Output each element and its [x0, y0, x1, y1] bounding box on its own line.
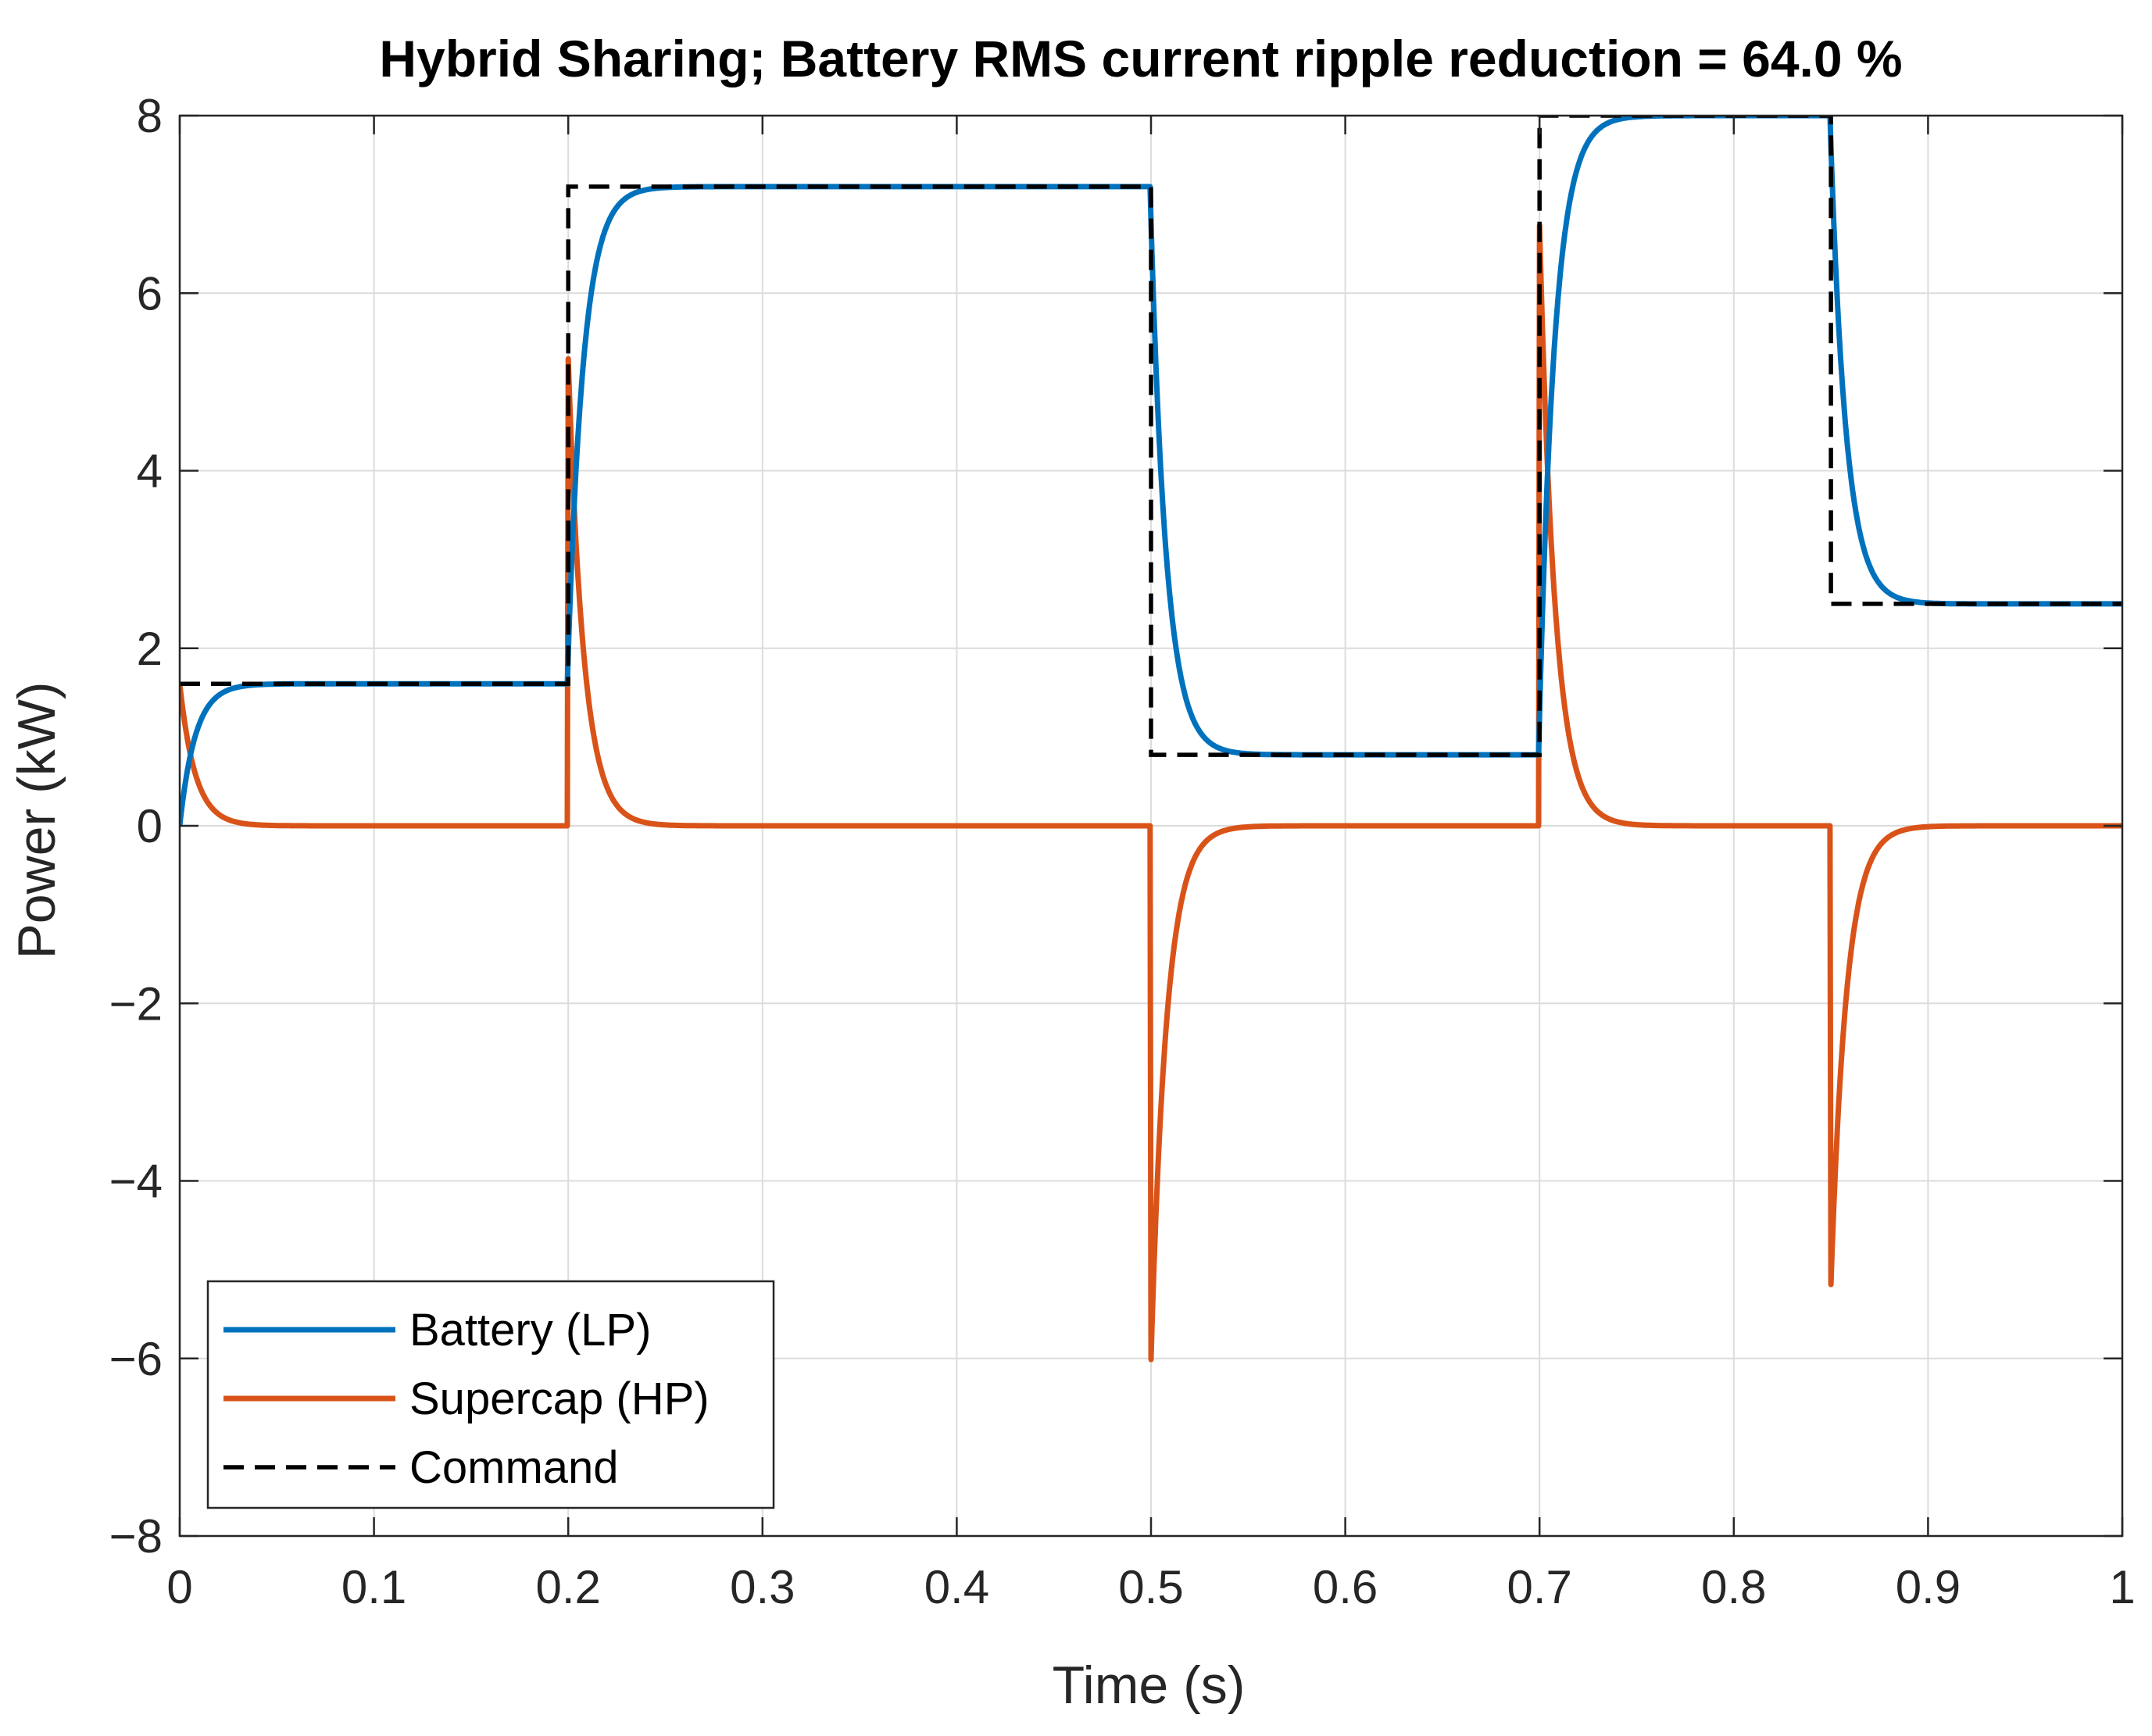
x-tick-label: 0.8 [1701, 1561, 1766, 1613]
chart-title: Hybrid Sharing; Battery RMS current ripp… [379, 30, 1902, 88]
series-line-supercap [180, 223, 2122, 1363]
x-tick-labels: 0 0.1 0.2 0.3 0.4 0.5 0.6 0.7 0.8 0.9 1 [166, 1561, 2135, 1613]
x-tick-label: 0.4 [924, 1561, 989, 1613]
legend-label: Battery (LP) [409, 1305, 651, 1356]
y-tick-label: 6 [137, 267, 163, 320]
series-line-command [180, 116, 2122, 757]
x-tick-label: 0.5 [1118, 1561, 1183, 1613]
legend-label: Supercap (HP) [409, 1373, 710, 1424]
y-tick-label: −8 [109, 1510, 163, 1563]
legend-label: Command [409, 1442, 619, 1493]
y-tick-label: 4 [137, 445, 163, 498]
y-axis-title: Power (kW) [7, 681, 66, 959]
series-lines [180, 116, 2122, 1363]
y-tick-label: 2 [137, 623, 163, 675]
x-axis-title: Time (s) [1053, 1656, 1246, 1715]
y-tick-labels: −8 −6 −4 −2 0 2 4 6 8 [109, 90, 163, 1563]
x-tick-label: 0.9 [1896, 1561, 1961, 1613]
y-tick-label: −6 [109, 1333, 163, 1385]
x-tick-label: 0.2 [535, 1561, 600, 1613]
y-tick-label: 0 [137, 800, 163, 852]
tick-marks [178, 114, 2124, 1538]
legend: Battery (LP) Supercap (HP) Command [206, 1280, 775, 1509]
y-tick-label: 8 [137, 90, 163, 142]
x-tick-label: 1 [2109, 1561, 2135, 1613]
legend-box [206, 1280, 775, 1509]
x-tick-label: 0 [166, 1561, 192, 1613]
y-tick-label: −4 [109, 1156, 163, 1208]
x-tick-label: 0.1 [341, 1561, 406, 1613]
x-tick-label: 0.7 [1507, 1561, 1571, 1613]
x-tick-label: 0.6 [1313, 1561, 1378, 1613]
y-tick-label: −2 [109, 977, 163, 1030]
x-tick-label: 0.3 [730, 1561, 795, 1613]
